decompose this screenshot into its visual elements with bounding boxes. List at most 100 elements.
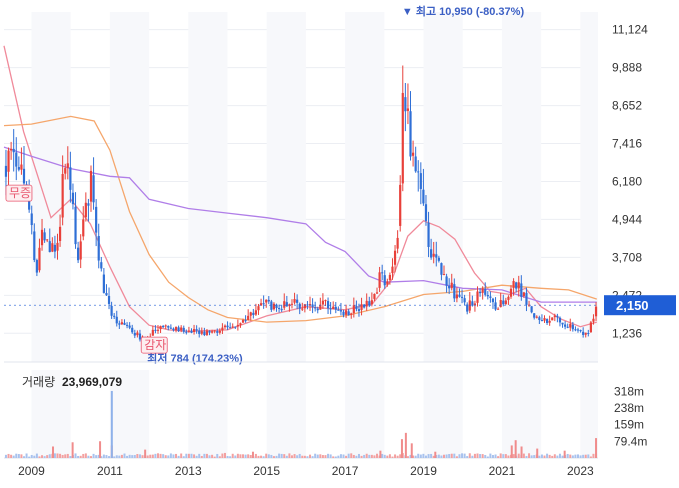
candle-body (540, 320, 544, 322)
candle-body (553, 315, 556, 318)
volume-bar (303, 455, 306, 458)
volume-bar (296, 455, 299, 458)
candle-body (401, 92, 404, 184)
volume-bar (450, 453, 453, 458)
candle-body (314, 307, 317, 309)
candle-body (89, 170, 93, 202)
candle-body (92, 175, 95, 203)
volume-bar (409, 454, 412, 458)
candle-body (180, 327, 183, 331)
year-band (580, 12, 598, 362)
candle-body (200, 331, 203, 334)
candle-body (404, 97, 407, 112)
price-tick-label: 7,416 (612, 137, 642, 151)
volume-bar (437, 454, 440, 458)
volume-bar (218, 456, 221, 458)
candle-body (450, 282, 453, 289)
candle-body (218, 330, 221, 333)
candle-body (223, 325, 227, 328)
volume-bar (370, 454, 373, 458)
volume-bar (182, 456, 185, 458)
x-tick-label: 2019 (410, 464, 437, 478)
price-bands (31, 12, 598, 458)
volume-bar (120, 454, 123, 458)
candle-body (125, 324, 129, 326)
candle-body (136, 332, 139, 336)
candle-body (551, 317, 554, 321)
volume-spike-bar (595, 438, 598, 458)
volume-bar (522, 453, 525, 458)
candle-body (589, 322, 592, 333)
candle-body (308, 304, 312, 306)
volume-bar (432, 455, 435, 458)
candle-body (128, 325, 131, 328)
volume-bar (221, 453, 224, 458)
volume-bar (190, 453, 193, 458)
volume-bar (66, 453, 69, 458)
volume-spike-bar (404, 432, 407, 458)
volume-bar (582, 454, 585, 458)
volume-bar (587, 454, 590, 458)
candle-body (167, 325, 170, 328)
candle-body (113, 315, 116, 317)
volume-bar (512, 454, 515, 458)
candle-body (71, 192, 75, 205)
volume-bar (386, 455, 389, 458)
candle-body (64, 168, 67, 174)
volume-bar (309, 454, 312, 458)
candle-body (115, 316, 118, 324)
volume-bar (558, 453, 561, 458)
candle-body (270, 301, 273, 310)
volume-tick-label: 159m (614, 418, 644, 432)
volume-bar (350, 453, 353, 458)
volume-bar (118, 455, 121, 458)
candle-body (324, 300, 327, 302)
candle-body (522, 292, 525, 296)
volume-spike-bar (52, 446, 55, 458)
candle-body (131, 327, 134, 333)
volume-bar (471, 455, 474, 458)
volume-bar (74, 453, 77, 458)
candle-body (357, 309, 361, 312)
candle-body (247, 315, 250, 320)
candle-body (43, 232, 46, 241)
candle-body (69, 167, 72, 190)
volume-bar (216, 453, 219, 458)
candle-body (491, 298, 495, 303)
volume-bar (491, 455, 494, 458)
x-tick-label: 2021 (489, 464, 516, 478)
volume-bar (211, 454, 214, 458)
candle-body (226, 325, 229, 328)
volume-bar (265, 453, 268, 458)
volume-bar (360, 455, 363, 458)
year-band (109, 12, 150, 362)
candle-body (303, 304, 306, 309)
candle-body (430, 249, 433, 258)
x-axis: 2009 2011 2013 2015 2017 2019 2021 2023 (4, 361, 598, 478)
x-tick-label: 2011 (97, 464, 123, 478)
volume-bar (306, 456, 309, 458)
volume-bar (484, 454, 487, 458)
candle-body (486, 295, 489, 297)
volume-bar (175, 453, 178, 458)
volume-bar (123, 453, 126, 458)
volume-bar (332, 456, 335, 458)
candle-body (455, 294, 458, 299)
candle-body (172, 328, 175, 331)
volume-spike-bar (536, 448, 539, 458)
price-tick-label: 1,236 (612, 326, 642, 340)
candle-body (363, 304, 366, 308)
volume-bar (481, 454, 484, 458)
volume-spike-bar (434, 451, 437, 458)
candle-body (283, 301, 286, 308)
candle-body (33, 231, 36, 261)
candle-body (154, 329, 157, 331)
volume-bar (579, 455, 582, 458)
volume-bar (113, 456, 116, 458)
candle-body (375, 292, 379, 294)
candle-body (208, 330, 211, 333)
candle-body (592, 318, 595, 322)
candle-body (38, 247, 41, 271)
candle-body (466, 304, 469, 312)
candle-body (365, 300, 368, 307)
